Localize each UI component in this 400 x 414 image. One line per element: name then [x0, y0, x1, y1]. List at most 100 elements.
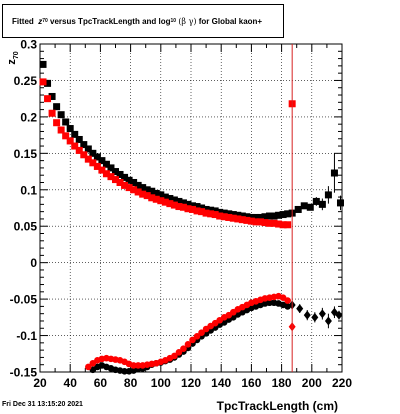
data-point-square [116, 178, 124, 186]
data-point-square [44, 95, 52, 103]
data-point-square [234, 211, 242, 219]
data-point-square [229, 214, 237, 222]
data-point-diamond [324, 316, 332, 326]
data-point-square [166, 195, 174, 203]
x-tick-label: 100 [151, 376, 171, 390]
data-point-square [57, 126, 65, 134]
data-point-square [125, 184, 133, 192]
data-point-square [84, 155, 92, 163]
y-tick-label: 0.15 [14, 147, 38, 161]
y-tick-label: 0.1 [20, 183, 37, 197]
data-point-square [152, 195, 160, 203]
data-point-square [134, 181, 142, 189]
data-point-diamond [318, 309, 326, 319]
data-point-diamond [303, 310, 311, 320]
data-point-square [184, 200, 192, 208]
x-tick-label: 180 [272, 376, 292, 390]
data-point-square [179, 199, 187, 207]
data-point-square [130, 178, 138, 186]
data-point-square [89, 159, 97, 167]
x-tick-label: 60 [94, 376, 108, 390]
data-point-square [44, 79, 52, 87]
data-point-square [247, 213, 255, 221]
y-tick-label: 0 [30, 256, 37, 270]
y-tick-label: 0.3 [20, 38, 37, 52]
y-tick-label: 0.05 [14, 220, 38, 234]
data-point-square [270, 219, 278, 227]
data-point-square [48, 109, 56, 117]
data-point-square [189, 202, 197, 210]
data-point-square [211, 211, 219, 219]
data-point-square [252, 218, 260, 226]
data-point-square [252, 213, 260, 221]
data-point-square [306, 203, 314, 211]
data-point-square [184, 205, 192, 213]
data-point-square [207, 206, 215, 214]
data-point-square [130, 186, 138, 194]
data-point-square [98, 157, 106, 165]
data-point-circle [175, 349, 183, 356]
data-point-circle [134, 362, 142, 369]
data-point-square [229, 211, 237, 219]
data-point-square [161, 193, 169, 201]
data-point-square [284, 221, 292, 229]
data-point-square [166, 200, 174, 208]
data-point-square [202, 205, 210, 213]
data-point-square [336, 199, 344, 207]
y-tick-label: 0.2 [20, 110, 37, 124]
data-point-circle [266, 299, 273, 307]
data-point-square [270, 212, 278, 220]
data-point-square [53, 103, 61, 111]
data-point-square [93, 162, 101, 170]
data-point-square [102, 170, 110, 178]
data-point-square [157, 191, 165, 199]
data-point-square [189, 205, 197, 213]
title-beta-gamma: (β γ) [178, 16, 197, 26]
y-axis-label: z70 [6, 51, 20, 64]
y-tick-label: -0.15 [10, 366, 38, 380]
data-point-square [234, 215, 242, 223]
data-point-square [53, 119, 61, 127]
data-point-square [198, 204, 206, 212]
data-point-square [39, 78, 47, 86]
data-point-square [179, 203, 187, 211]
data-point-square [134, 188, 142, 196]
data-point-square [71, 142, 79, 150]
chart-title: Fitted z 70 versus TpcTrackLength and log… [2, 4, 284, 38]
title-tail: for Global kaon+ [198, 16, 263, 26]
data-point-square [66, 137, 74, 145]
data-point-diamond [335, 310, 343, 320]
title-fitted: Fitted [12, 16, 34, 26]
data-point-square [112, 168, 119, 176]
data-point-square [238, 212, 246, 220]
data-point-circle [85, 363, 92, 371]
data-point-square [202, 209, 210, 217]
data-point-square [294, 205, 302, 213]
x-tick-label: 160 [241, 376, 261, 390]
data-point-square [318, 200, 326, 208]
data-point-square [170, 201, 178, 209]
data-point-square [243, 216, 251, 224]
data-point-square [125, 176, 133, 184]
data-point-square [143, 186, 151, 194]
data-point-square [275, 220, 283, 228]
data-point-square [261, 213, 269, 221]
data-point-square [300, 202, 308, 210]
data-point-diamond [311, 312, 319, 322]
title-versus: versus TpcTrackLength and log [50, 16, 171, 26]
data-point-square [198, 208, 206, 216]
data-point-square [62, 132, 70, 140]
x-tick-label: 200 [302, 376, 322, 390]
data-point-square [116, 170, 124, 178]
x-axis-label: TpcTrackLength (cm) [217, 399, 338, 413]
data-point-square [148, 187, 156, 195]
data-point-square [157, 197, 165, 205]
data-point-circle [284, 297, 291, 304]
data-point-circle [121, 367, 128, 375]
title-z-subscript: 70 [42, 18, 48, 24]
data-point-square [238, 216, 246, 224]
data-point-square [80, 141, 88, 149]
tick-labels: 20 40 60 80 100 120 140 160 180 200 220 -0.15 -0.1 -0… [10, 38, 353, 391]
data-point-square [84, 145, 92, 153]
x-tick-label: 20 [33, 376, 47, 390]
